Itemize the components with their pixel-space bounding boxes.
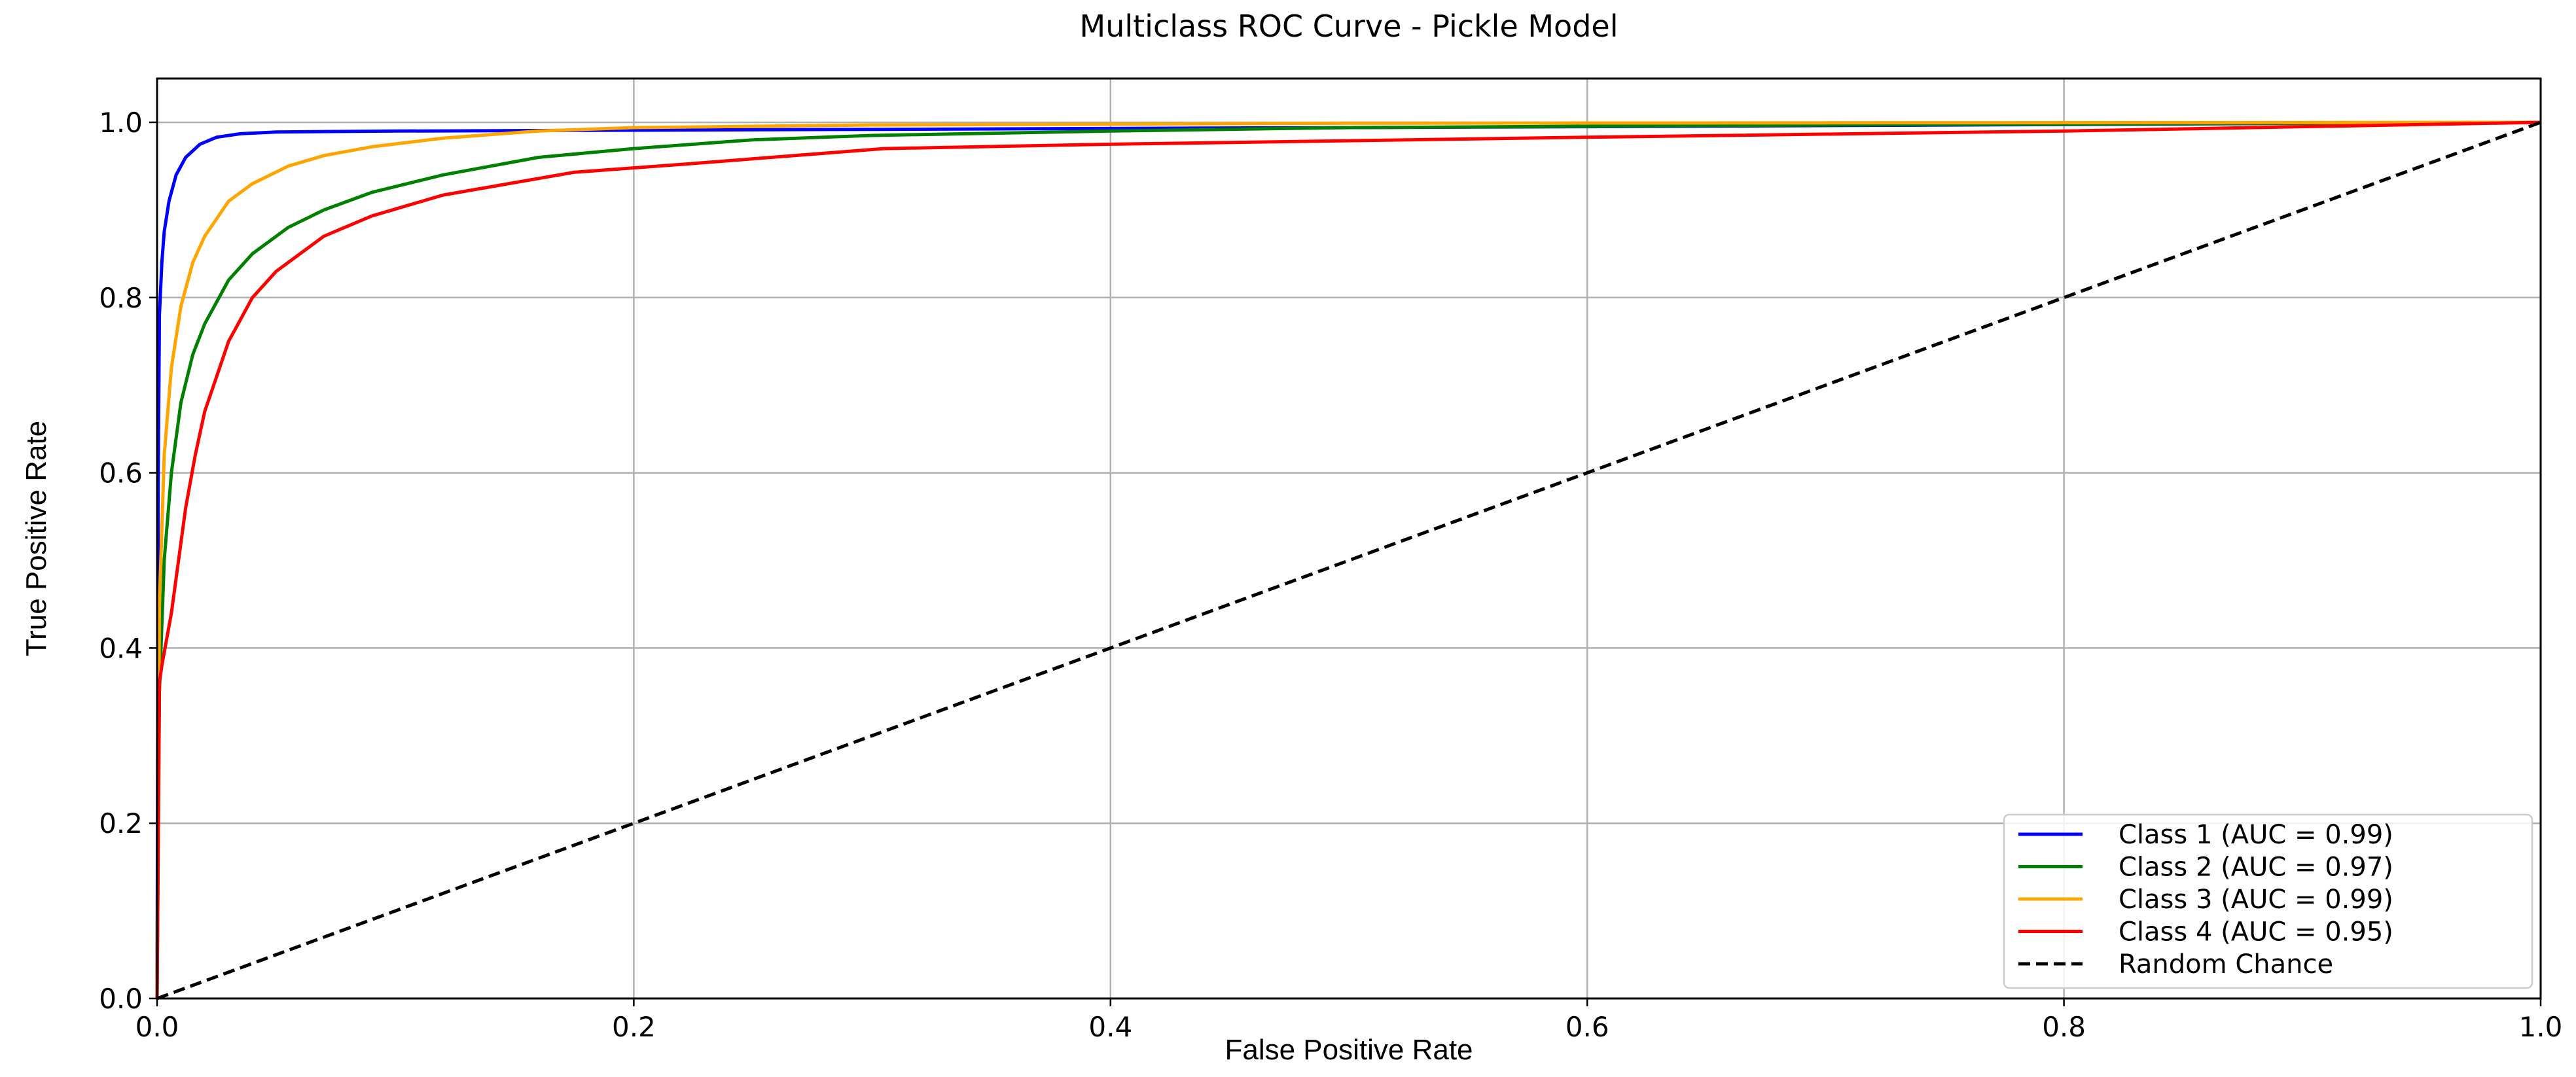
x-tick-label: 1.0 bbox=[2519, 1011, 2563, 1043]
legend-label: Class 1 (AUC = 0.99) bbox=[2119, 820, 2393, 850]
x-tick-label: 0.2 bbox=[612, 1011, 656, 1043]
y-tick-label: 0.4 bbox=[99, 632, 143, 664]
x-tick-label: 0.0 bbox=[135, 1011, 179, 1043]
legend-label: Class 3 (AUC = 0.99) bbox=[2119, 885, 2393, 915]
series-line-class-3-auc-0-99 bbox=[155, 120, 2541, 999]
y-axis-ticks: 0.0 0.2 0.4 0.6 0.8 1.0 bbox=[99, 107, 157, 1015]
series-line-class-2-auc-0-97 bbox=[155, 120, 2541, 999]
series-line-class-1-auc-0-99 bbox=[155, 120, 2541, 999]
y-tick-label: 0.0 bbox=[99, 983, 143, 1015]
chart-title: Multiclass ROC Curve - Pickle Model bbox=[1080, 9, 1619, 44]
x-axis-label: False Positive Rate bbox=[1225, 1034, 1473, 1066]
legend-label: Class 4 (AUC = 0.95) bbox=[2119, 917, 2393, 947]
legend: Class 1 (AUC = 0.99)Class 2 (AUC = 0.97)… bbox=[2003, 813, 2533, 989]
y-tick-label: 0.2 bbox=[99, 807, 143, 839]
x-tick-label: 0.8 bbox=[2042, 1011, 2086, 1043]
y-tick-label: 0.6 bbox=[99, 457, 143, 489]
series-group bbox=[155, 120, 2541, 1000]
x-tick-label: 0.6 bbox=[1565, 1011, 1609, 1043]
series-line-class-4-auc-0-95 bbox=[155, 120, 2541, 999]
x-tick-label: 0.4 bbox=[1088, 1011, 1132, 1043]
x-axis-ticks: 0.0 0.2 0.4 0.6 0.8 1.0 bbox=[135, 998, 2563, 1043]
legend-box bbox=[2003, 813, 2533, 989]
legend-label: Random Chance bbox=[2119, 949, 2333, 980]
y-axis-label: True Positive Rate bbox=[20, 421, 52, 656]
plot-frame bbox=[156, 77, 2542, 1000]
legend-label: Class 2 (AUC = 0.97) bbox=[2119, 853, 2393, 883]
y-tick-label: 1.0 bbox=[99, 107, 143, 139]
y-tick-label: 0.8 bbox=[99, 282, 143, 314]
